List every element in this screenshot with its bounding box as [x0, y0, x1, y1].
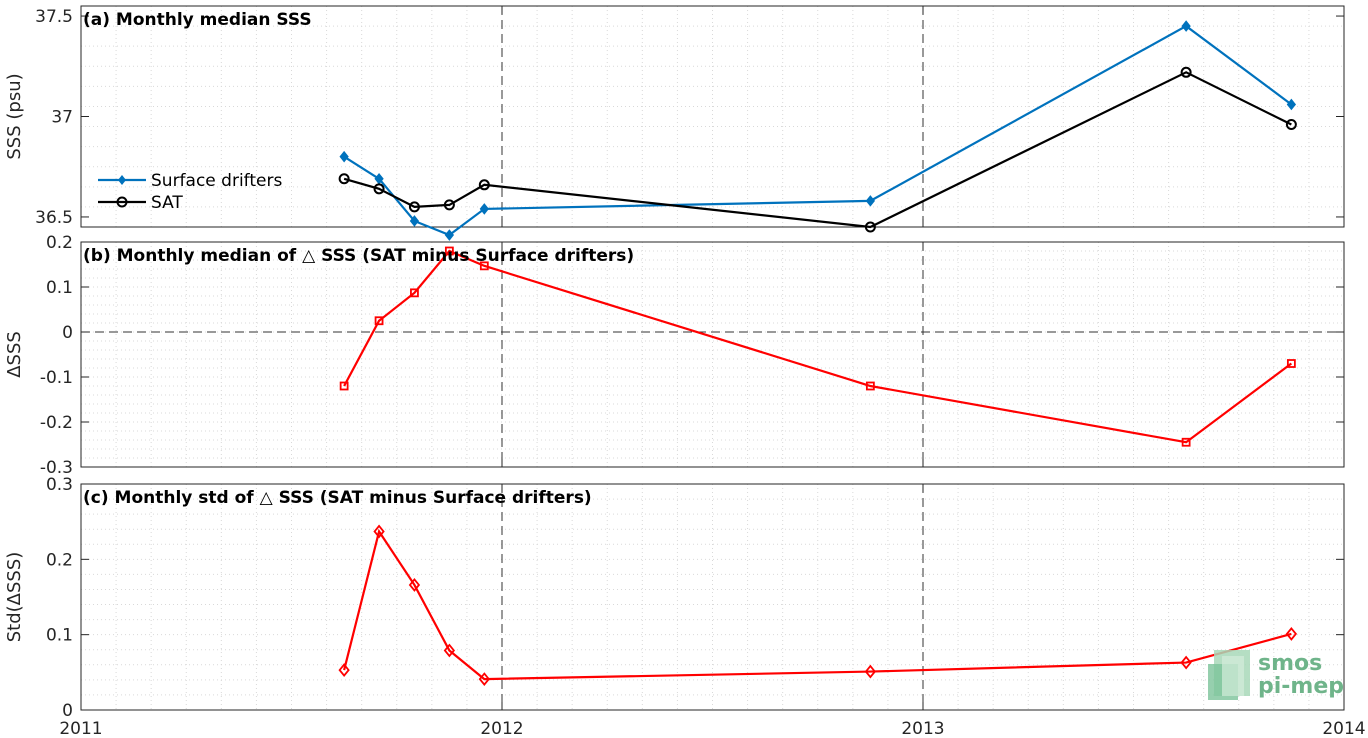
data-point	[409, 215, 420, 227]
data-point	[1285, 119, 1297, 131]
data-point	[410, 288, 419, 298]
data-point	[1181, 20, 1191, 32]
logo-graphic	[1208, 650, 1250, 700]
y-tick-label: 37	[51, 108, 73, 128]
y-axis-label: Std(ΔSSS)	[4, 552, 25, 643]
y-tick-label: 0	[62, 701, 73, 721]
data-point	[479, 261, 489, 271]
data-point	[1180, 66, 1192, 78]
y-tick-label: 0.1	[46, 278, 73, 298]
data-point	[864, 664, 877, 679]
data-point	[444, 229, 455, 241]
data-point	[1286, 359, 1296, 368]
y-tick-label: 0.2	[46, 233, 73, 253]
y-tick-label: -0.2	[40, 413, 73, 433]
data-point	[865, 195, 876, 207]
data-point	[408, 201, 420, 213]
panel-title: (c) Monthly std of △ SSS (SAT minus Surf…	[83, 488, 592, 508]
data-point	[338, 173, 350, 185]
data-point	[478, 672, 490, 687]
legend-marker	[118, 175, 126, 185]
plot-area	[81, 6, 1344, 227]
logo-line1: smos	[1258, 651, 1322, 676]
series-line	[343, 249, 1293, 444]
data-point	[373, 524, 385, 539]
y-tick-label: 0.3	[46, 475, 73, 495]
data-point	[374, 316, 384, 326]
data-point	[865, 381, 875, 391]
x-tick-label: 2012	[480, 719, 523, 738]
data-point	[444, 246, 454, 256]
data-point	[443, 643, 456, 658]
series-line	[343, 24, 1293, 237]
data-point	[408, 578, 421, 592]
data-point	[443, 199, 455, 211]
y-tick-label: 0	[62, 323, 73, 343]
data-point	[1181, 437, 1191, 447]
data-point	[1180, 655, 1192, 670]
panel-c-std-delta-sss: 0 0.1 0.2 0.3 2011 2012 2013 2014 Std(ΔSSS) (c) M…	[4, 475, 1366, 738]
axes-box	[80, 483, 1345, 711]
data-point	[864, 221, 876, 233]
series-line	[343, 71, 1292, 229]
panel-title: (a) Monthly median SSS	[83, 10, 312, 30]
data-point	[478, 179, 490, 191]
logo-line2: pi-mep	[1258, 674, 1344, 699]
x-tick-label: 2013	[901, 719, 944, 738]
y-tick-label: 37.5	[35, 7, 73, 27]
panel-a-monthly-median-sss: 36.5 37 37.5 SSS (psu) (a) Monthly median SS…	[4, 5, 1345, 241]
smos-pi-mep-logo: smos pi-mep	[1208, 650, 1344, 700]
legend-label: Surface drifters	[151, 171, 282, 191]
x-tick-label: 2014	[1322, 719, 1365, 738]
panel-b-median-delta-sss: -0.3 -0.2 -0.1 0 0.1 0.2 ΔSSS (b) Monthly media…	[4, 233, 1345, 478]
data-point	[373, 183, 385, 195]
data-point	[1286, 98, 1297, 111]
x-tick-label: 2011	[59, 719, 102, 738]
data-point	[338, 663, 350, 677]
series-line	[343, 528, 1292, 681]
y-axis-label: ΔSSS	[4, 331, 25, 378]
legend-label: SAT	[151, 193, 183, 213]
legend-marker	[116, 196, 128, 208]
y-tick-label: 36.5	[35, 208, 73, 228]
y-tick-label: -0.3	[40, 458, 73, 478]
y-tick-label: -0.1	[40, 368, 73, 388]
data-point	[479, 203, 489, 215]
data-point	[1285, 626, 1298, 641]
panel-title: (b) Monthly median of △ SSS (SAT minus S…	[83, 246, 634, 266]
data-point	[339, 381, 349, 391]
y-tick-label: 0.2	[46, 550, 73, 570]
data-point	[339, 150, 349, 163]
axes-box	[80, 241, 1345, 468]
y-tick-label: 0.1	[46, 626, 73, 646]
y-axis-label: SSS (psu)	[4, 73, 25, 159]
